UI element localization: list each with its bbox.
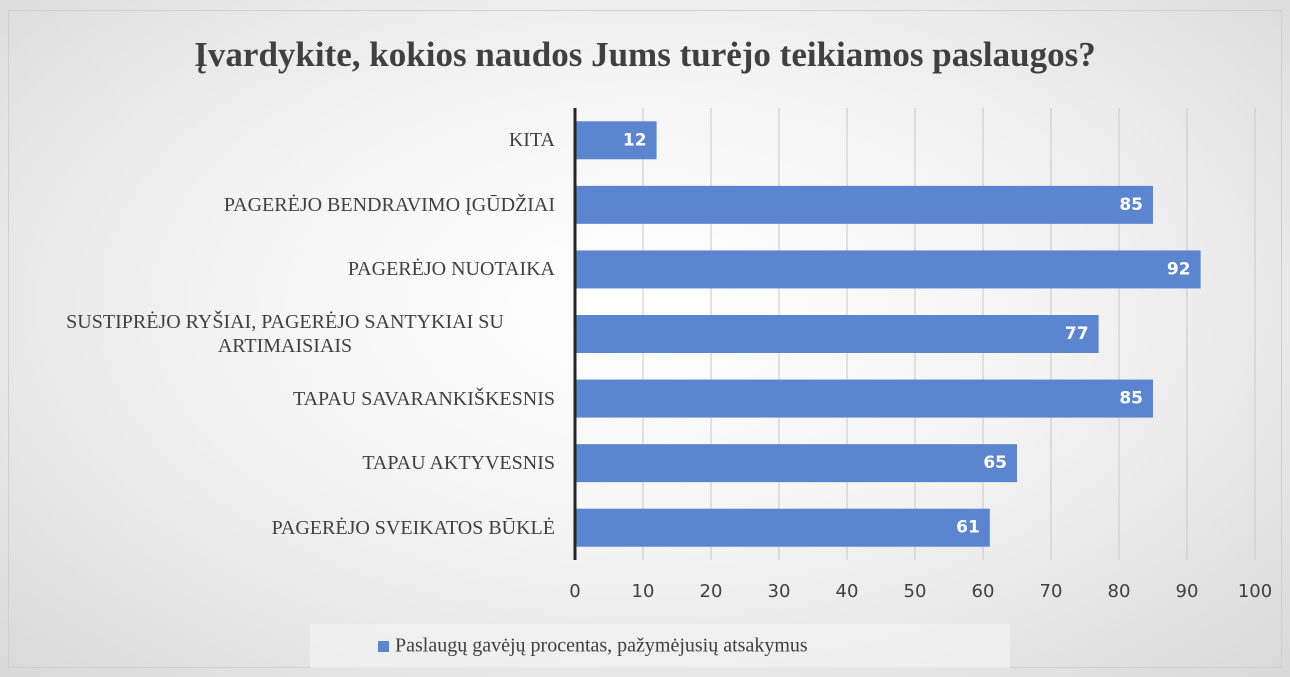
x-tick-label: 40	[836, 581, 859, 602]
data-label: 85	[1119, 389, 1143, 409]
x-tick-label: 0	[569, 581, 580, 602]
y-tick-label: PAGERĖJO SVEIKATOS BŪKLĖ	[271, 516, 555, 539]
y-tick-label: TAPAU SAVARANKIŠKESNIS	[293, 387, 555, 410]
x-tick-label: 50	[904, 581, 927, 602]
x-tick-label: 70	[1040, 581, 1063, 602]
y-tick-label: TAPAU AKTYVESNIS	[362, 452, 555, 475]
bar	[575, 444, 1017, 483]
bar	[575, 315, 1099, 353]
y-tick-label-box: TAPAU AKTYVESNIS	[15, 431, 555, 495]
bar	[575, 379, 1153, 418]
y-tick-label-box: PAGERĖJO SVEIKATOS BŪKLĖ	[15, 496, 555, 560]
data-label: 77	[1065, 324, 1089, 344]
x-tick-label: 20	[700, 581, 723, 602]
bar	[575, 508, 990, 547]
bar	[575, 185, 1153, 224]
y-tick-label-box: PAGERĖJO NUOTAIKA	[15, 237, 555, 301]
x-tick-label: 10	[632, 581, 655, 602]
data-label: 65	[983, 453, 1007, 473]
legend-background	[310, 624, 1010, 668]
data-label: 61	[956, 518, 980, 538]
bar	[575, 250, 1201, 289]
y-tick-label-box: PAGERĖJO BENDRAVIMO ĮGŪDŽIAI	[15, 173, 555, 237]
y-tick-label: SUSTIPRĖJO RYŠIAI, PAGERĖJO SANTYKIAI SU…	[66, 311, 504, 357]
y-tick-label-box: TAPAU SAVARANKIŠKESNIS	[15, 367, 555, 431]
legend-label: Paslaugų gavėjų procentas, pažymėjusių a…	[395, 635, 808, 657]
x-tick-label: 30	[768, 581, 791, 602]
legend-swatch	[378, 641, 389, 652]
x-tick-label: 80	[1108, 581, 1131, 602]
data-label: 85	[1119, 195, 1143, 215]
bar	[575, 121, 657, 160]
y-tick-label: PAGERĖJO NUOTAIKA	[347, 258, 555, 281]
y-tick-label: KITA	[508, 129, 555, 152]
x-tick-label: 90	[1176, 581, 1199, 602]
y-tick-label-box: SUSTIPRĖJO RYŠIAI, PAGERĖJO SANTYKIAI SU…	[15, 302, 555, 366]
x-tick-label: 100	[1238, 581, 1272, 602]
chart-title: Įvardykite, kokios naudos Jums turėjo te…	[194, 35, 1095, 74]
y-tick-label: PAGERĖJO BENDRAVIMO ĮGŪDŽIAI	[223, 193, 555, 216]
data-label: 92	[1167, 259, 1191, 279]
x-tick-label: 60	[972, 581, 995, 602]
y-tick-label-box: KITA	[15, 108, 555, 172]
data-label: 12	[623, 130, 647, 150]
